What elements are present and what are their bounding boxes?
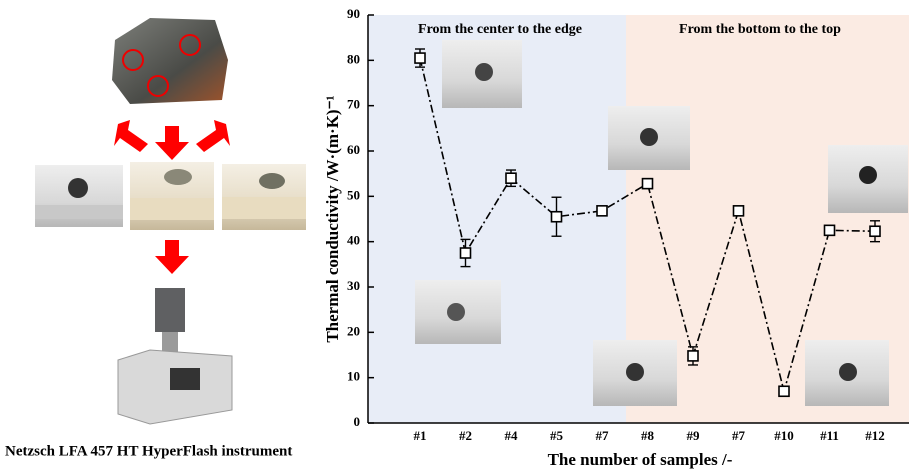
ruler: [130, 198, 214, 220]
instrument-top: [155, 288, 185, 332]
caption: Netzsch LFA 457 HT HyperFlash instrument: [5, 443, 292, 459]
arrow: [155, 126, 189, 160]
x-tick-label: #5: [550, 428, 564, 443]
y-tick-label: 40: [347, 233, 360, 248]
inset-disk: [475, 63, 493, 81]
instrument-panel: [170, 368, 200, 390]
inset-disk: [839, 363, 857, 381]
y-axis-title: Thermal conductivity /W·(m·K)⁻¹: [323, 95, 342, 342]
marker: [461, 248, 471, 258]
diagram: Netzsch LFA 457 HT HyperFlash instrument: [5, 8, 306, 459]
marker: [415, 53, 425, 63]
y-tick-label: 30: [347, 278, 360, 293]
arrow: [155, 240, 189, 274]
figure: Netzsch LFA 457 HT HyperFlash instrument…: [0, 0, 909, 472]
x-tick-label: #12: [865, 428, 885, 443]
inset-disk: [447, 303, 465, 321]
marker: [779, 386, 789, 396]
marker: [597, 206, 607, 216]
y-tick-label: 70: [347, 97, 360, 112]
x-tick-label: #7: [596, 428, 610, 443]
x-axis-title: The number of samples /-: [548, 450, 733, 469]
marker: [552, 212, 562, 222]
x-tick-label: #4: [505, 428, 519, 443]
sample-disk: [164, 169, 192, 185]
x-tick-label: #11: [820, 428, 839, 443]
marker: [870, 226, 880, 236]
ruler: [35, 205, 123, 219]
x-tick-label: #1: [414, 428, 427, 443]
inset-disk: [626, 363, 644, 381]
sample-disk: [68, 178, 88, 198]
arrow: [196, 120, 230, 152]
marker: [734, 206, 744, 216]
inset-disk: [640, 128, 658, 146]
y-tick-label: 0: [354, 414, 361, 429]
x-tick-label: #2: [459, 428, 472, 443]
marker: [643, 179, 653, 189]
sample-disk: [259, 173, 285, 189]
y-tick-label: 60: [347, 142, 360, 157]
ruler: [222, 197, 306, 219]
x-tick-label: #7: [732, 428, 746, 443]
annotation: From the center to the edge: [418, 22, 582, 37]
arrow: [114, 120, 148, 152]
y-tick-label: 50: [347, 187, 360, 202]
marker: [825, 225, 835, 235]
marker: [688, 351, 698, 361]
marker: [506, 173, 516, 183]
inset-disk: [859, 166, 877, 184]
y-tick-label: 90: [347, 6, 360, 21]
x-tick-label: #10: [774, 428, 794, 443]
y-tick-label: 10: [347, 369, 360, 384]
x-tick-label: #9: [687, 428, 701, 443]
annotation: From the bottom to the top: [679, 22, 841, 37]
y-tick-label: 20: [347, 323, 360, 338]
y-tick-label: 80: [347, 51, 360, 66]
x-tick-label: #8: [641, 428, 655, 443]
